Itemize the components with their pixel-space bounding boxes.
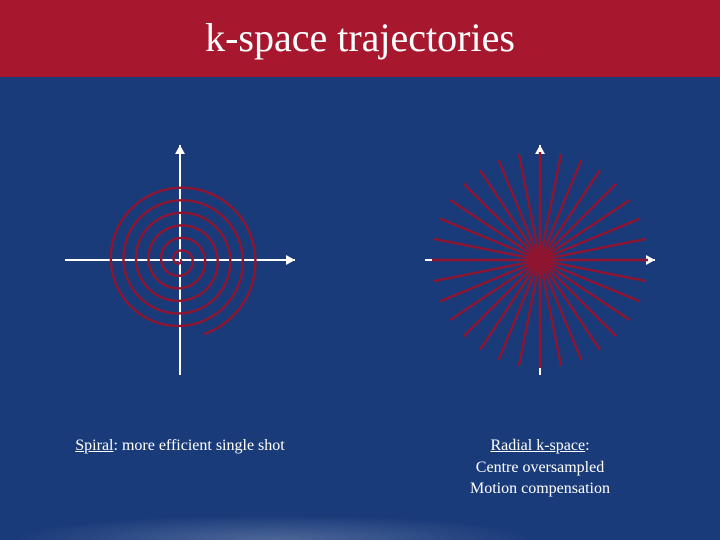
radial-diagram xyxy=(410,130,670,390)
radial-svg xyxy=(410,130,670,390)
slide: k-space trajectories Spiral: more effici… xyxy=(0,0,720,540)
spiral-caption-rest: : more efficient single shot xyxy=(114,437,285,454)
diagram-row xyxy=(0,115,720,405)
spiral-svg xyxy=(50,130,310,390)
slide-title: k-space trajectories xyxy=(0,14,720,61)
bottom-glow xyxy=(0,514,720,540)
spiral-caption: Spiral: more efficient single shot xyxy=(30,435,330,500)
radial-caption-line2: Motion compensation xyxy=(470,480,610,497)
spiral-caption-lead: Spiral xyxy=(75,437,113,454)
radial-caption-colon: : xyxy=(585,437,589,454)
radial-caption: Radial k-space: Centre oversampled Motio… xyxy=(390,435,690,500)
radial-caption-line1: Centre oversampled xyxy=(476,459,604,476)
radial-caption-lead: Radial k-space xyxy=(490,437,585,454)
title-bar: k-space trajectories xyxy=(0,0,720,77)
caption-row: Spiral: more efficient single shot Radia… xyxy=(0,435,720,500)
spiral-diagram xyxy=(50,130,310,390)
